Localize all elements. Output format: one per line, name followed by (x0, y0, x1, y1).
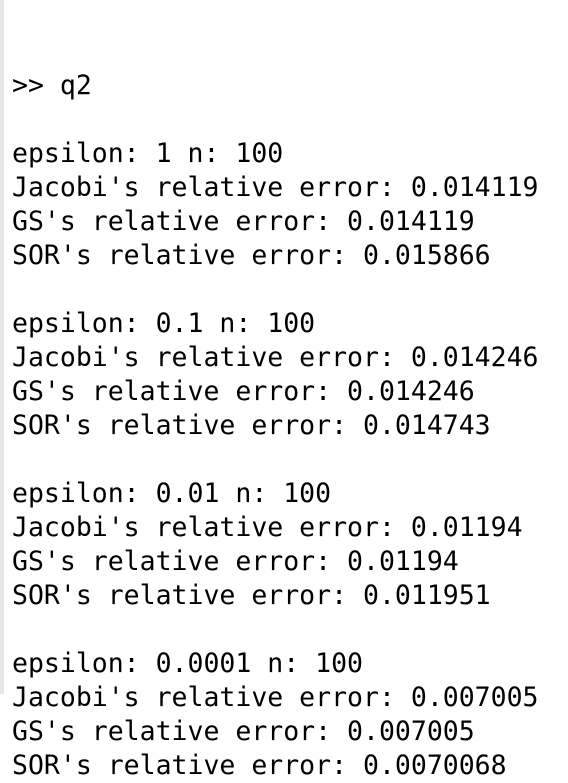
output-line: SOR's relative error: 0.015866 (12, 240, 491, 271)
output-line: GS's relative error: 0.014119 (12, 206, 475, 237)
blank-line (12, 443, 568, 477)
output-line: Jacobi's relative error: 0.014119 (12, 172, 539, 203)
output-line: epsilon: 0.0001 n: 100 (12, 648, 363, 679)
blank-line (12, 613, 568, 647)
output-line: epsilon: 0.01 n: 100 (12, 478, 332, 509)
output-line: epsilon: 0.1 n: 100 (12, 308, 316, 339)
blank-line (12, 273, 568, 307)
output-line: Jacobi's relative error: 0.007005 (12, 682, 539, 713)
output-line: SOR's relative error: 0.014743 (12, 410, 491, 441)
output-line: SOR's relative error: 0.011951 (12, 580, 491, 611)
output-line: GS's relative error: 0.014246 (12, 376, 475, 407)
output-line: SOR's relative error: 0.0070068 (12, 750, 507, 781)
output-line: Jacobi's relative error: 0.01194 (12, 512, 523, 543)
output-line: GS's relative error: 0.01194 (12, 546, 459, 577)
output-line: epsilon: 1 n: 100 (12, 138, 284, 169)
output-line: Jacobi's relative error: 0.014246 (12, 342, 539, 373)
prompt-line: >> q2 (12, 70, 92, 101)
output-line: GS's relative error: 0.007005 (12, 716, 475, 747)
